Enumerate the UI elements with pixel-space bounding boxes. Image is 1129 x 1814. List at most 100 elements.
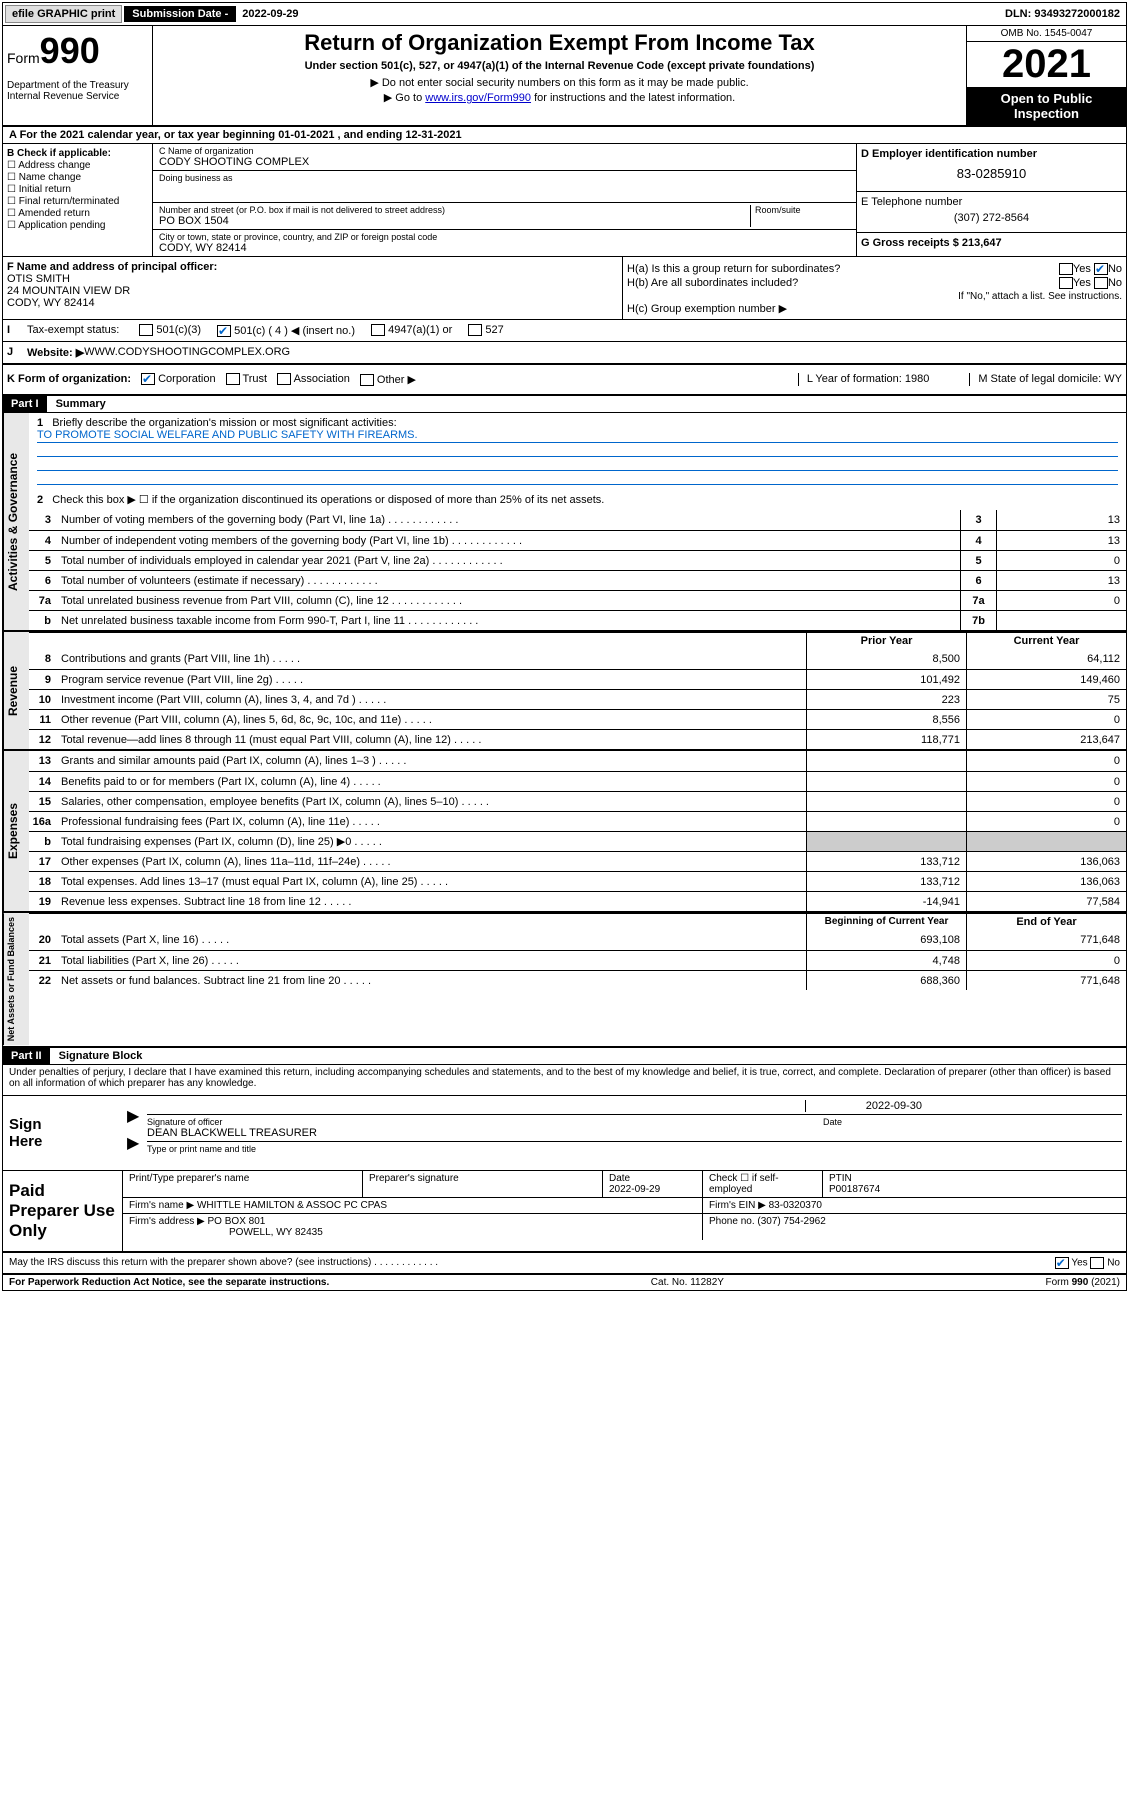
line-9: 9 Program service revenue (Part VIII, li… bbox=[29, 669, 1126, 689]
line-10: 10 Investment income (Part VIII, column … bbox=[29, 689, 1126, 709]
vert-revenue: Revenue bbox=[3, 632, 29, 749]
boy-label: Beginning of Current Year bbox=[806, 914, 966, 930]
line-18: 18 Total expenses. Add lines 13–17 (must… bbox=[29, 871, 1126, 891]
hb-label: H(b) Are all subordinates included? bbox=[627, 277, 798, 289]
officer-name: OTIS SMITH bbox=[7, 273, 618, 285]
line-13: 13 Grants and similar amounts paid (Part… bbox=[29, 751, 1126, 771]
ssn-note: ▶ Do not enter social security numbers o… bbox=[157, 76, 962, 89]
goto-suffix: for instructions and the latest informat… bbox=[531, 92, 735, 104]
4947-checkbox[interactable] bbox=[371, 324, 385, 336]
discuss-question: May the IRS discuss this return with the… bbox=[9, 1257, 438, 1269]
line-6: 6 Total number of volunteers (estimate i… bbox=[29, 570, 1126, 590]
omb-number: OMB No. 1545-0047 bbox=[967, 26, 1126, 42]
discuss-no-checkbox[interactable] bbox=[1090, 1257, 1104, 1269]
cat-number: Cat. No. 11282Y bbox=[651, 1277, 724, 1288]
form-footer: Form 990 (2021) bbox=[1046, 1277, 1121, 1288]
line-17: 17 Other expenses (Part IX, column (A), … bbox=[29, 851, 1126, 871]
line-21: 21 Total liabilities (Part X, line 26) 4… bbox=[29, 950, 1126, 970]
check-amended[interactable]: ☐ Amended return bbox=[7, 208, 148, 219]
website-url: WWW.CODYSHOOTINGCOMPLEX.ORG bbox=[84, 346, 290, 359]
form-number: 990 bbox=[40, 30, 100, 71]
line-15: 15 Salaries, other compensation, employe… bbox=[29, 791, 1126, 811]
line-8: 8 Contributions and grants (Part VIII, l… bbox=[29, 649, 1126, 669]
part2-header: Part II bbox=[3, 1048, 50, 1064]
efile-print-button[interactable]: efile GRAPHIC print bbox=[5, 5, 122, 23]
top-bar: efile GRAPHIC print Submission Date - 20… bbox=[3, 3, 1126, 26]
line-4: 4 Number of independent voting members o… bbox=[29, 530, 1126, 550]
line-b: b Net unrelated business taxable income … bbox=[29, 610, 1126, 630]
firm-addr2: POWELL, WY 82435 bbox=[229, 1227, 323, 1238]
prep-sig-label: Preparer's signature bbox=[363, 1171, 603, 1197]
self-employed: Check ☐ if self-employed bbox=[703, 1171, 823, 1197]
officer-addr1: 24 MOUNTAIN VIEW DR bbox=[7, 285, 618, 297]
hb-note: If "No," attach a list. See instructions… bbox=[627, 291, 1122, 302]
check-address-change[interactable]: ☐ Address change bbox=[7, 160, 148, 171]
501c-checkbox[interactable] bbox=[217, 325, 231, 337]
firm-ein: 83-0320370 bbox=[769, 1200, 822, 1211]
prep-name-label: Print/Type preparer's name bbox=[123, 1171, 363, 1197]
eoy-label: End of Year bbox=[966, 914, 1126, 930]
org-name-label: C Name of organization bbox=[159, 146, 850, 156]
line-3: 3 Number of voting members of the govern… bbox=[29, 510, 1126, 530]
col-b-label: B Check if applicable: bbox=[7, 148, 148, 159]
street-label: Number and street (or P.O. box if mail i… bbox=[159, 205, 750, 215]
firm-name: WHITTLE HAMILTON & ASSOC PC CPAS bbox=[197, 1200, 387, 1211]
assoc-checkbox[interactable] bbox=[277, 373, 291, 385]
phone: (307) 272-8564 bbox=[861, 208, 1122, 228]
declaration: Under penalties of perjury, I declare th… bbox=[3, 1065, 1126, 1091]
line-19: 19 Revenue less expenses. Subtract line … bbox=[29, 891, 1126, 911]
part1-header: Part I bbox=[3, 396, 47, 412]
trust-checkbox[interactable] bbox=[226, 373, 240, 385]
hb-yes-checkbox[interactable] bbox=[1059, 277, 1073, 289]
corp-checkbox[interactable] bbox=[141, 373, 155, 385]
goto-prefix: ▶ Go to bbox=[384, 92, 425, 104]
check-initial-return[interactable]: ☐ Initial return bbox=[7, 184, 148, 195]
discuss-yes-checkbox[interactable] bbox=[1055, 1257, 1069, 1269]
pra-notice: For Paperwork Reduction Act Notice, see … bbox=[9, 1277, 329, 1288]
arrow-icon: ▶ bbox=[127, 1133, 139, 1153]
line-b: b Total fundraising expenses (Part IX, c… bbox=[29, 831, 1126, 851]
dba-label: Doing business as bbox=[159, 173, 850, 183]
hc-label: H(c) Group exemption number ▶ bbox=[627, 302, 1122, 315]
type-name-label: Type or print name and title bbox=[147, 1144, 1122, 1154]
current-year-label: Current Year bbox=[966, 633, 1126, 649]
sig-officer-label: Signature of officer bbox=[147, 1117, 222, 1127]
arrow-icon: ▶ bbox=[127, 1106, 139, 1126]
irs-link[interactable]: www.irs.gov/Form990 bbox=[425, 92, 531, 104]
tax-year: 2021 bbox=[967, 42, 1126, 87]
check-application-pending[interactable]: ☐ Application pending bbox=[7, 220, 148, 231]
firm-phone: (307) 754-2962 bbox=[757, 1216, 825, 1227]
row-a-tax-year: A For the 2021 calendar year, or tax yea… bbox=[3, 127, 1126, 144]
part2-title: Signature Block bbox=[53, 1048, 149, 1064]
tax-exempt-label: Tax-exempt status: bbox=[27, 324, 119, 337]
line1-text: Briefly describe the organization's miss… bbox=[52, 417, 396, 429]
hb-no-checkbox[interactable] bbox=[1094, 277, 1108, 289]
officer-name-title: DEAN BLACKWELL TREASURER bbox=[147, 1127, 317, 1139]
paid-preparer-label: Paid Preparer Use Only bbox=[3, 1171, 123, 1251]
prior-year-label: Prior Year bbox=[806, 633, 966, 649]
ha-no-checkbox[interactable] bbox=[1094, 263, 1108, 275]
form-org-label: K Form of organization: bbox=[7, 373, 131, 386]
line-16a: 16a Professional fundraising fees (Part … bbox=[29, 811, 1126, 831]
department: Department of the Treasury Internal Reve… bbox=[7, 80, 148, 102]
state-domicile: M State of legal domicile: WY bbox=[969, 373, 1122, 386]
year-formation: L Year of formation: 1980 bbox=[798, 373, 930, 386]
501c3-checkbox[interactable] bbox=[139, 324, 153, 336]
ptin: P00187674 bbox=[829, 1184, 1120, 1195]
line-7a: 7a Total unrelated business revenue from… bbox=[29, 590, 1126, 610]
line-11: 11 Other revenue (Part VIII, column (A),… bbox=[29, 709, 1126, 729]
line-20: 20 Total assets (Part X, line 16) 693,10… bbox=[29, 930, 1126, 950]
check-name-change[interactable]: ☐ Name change bbox=[7, 172, 148, 183]
form-title: Return of Organization Exempt From Incom… bbox=[157, 30, 962, 56]
officer-addr2: CODY, WY 82414 bbox=[7, 297, 618, 309]
line-12: 12 Total revenue—add lines 8 through 11 … bbox=[29, 729, 1126, 749]
check-final-return[interactable]: ☐ Final return/terminated bbox=[7, 196, 148, 207]
ein: 83-0285910 bbox=[861, 160, 1122, 187]
firm-addr1: PO BOX 801 bbox=[208, 1216, 266, 1227]
phone-label: E Telephone number bbox=[861, 196, 1122, 208]
room-label: Room/suite bbox=[755, 205, 850, 215]
other-checkbox[interactable] bbox=[360, 374, 374, 386]
ha-yes-checkbox[interactable] bbox=[1059, 263, 1073, 275]
mission-text: TO PROMOTE SOCIAL WELFARE AND PUBLIC SAF… bbox=[37, 429, 1118, 443]
527-checkbox[interactable] bbox=[468, 324, 482, 336]
